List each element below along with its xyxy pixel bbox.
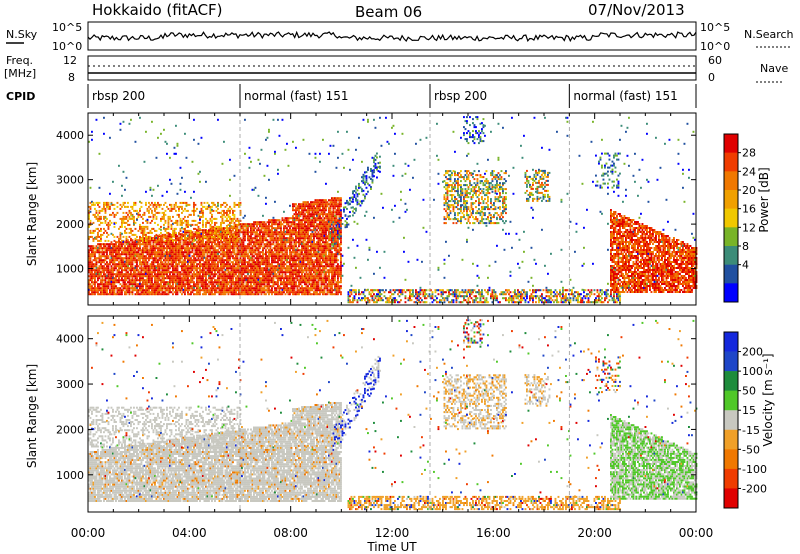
- colorbar-tick-label: 12: [742, 221, 756, 234]
- colorbar-swatch: [724, 134, 738, 153]
- colorbar-tick-label: -100: [742, 463, 767, 476]
- y-tick-label: 2000: [56, 218, 84, 231]
- cpid-segment-label: rbsp 200: [92, 89, 145, 103]
- colorbar-tick-label: 28: [742, 147, 756, 160]
- x-tick-label: 20:00: [577, 526, 612, 540]
- cpid-segment-label: rbsp 200: [434, 89, 487, 103]
- nsky-tick-high: 10^5: [52, 21, 82, 34]
- colorbar-swatch: [724, 190, 738, 209]
- colorbar-swatch: [724, 488, 738, 509]
- colorbar-swatch: [724, 152, 738, 172]
- y-tick-label: 4000: [56, 129, 84, 142]
- colorbar-tick-label: 8: [742, 240, 749, 253]
- y-tick-label: 3000: [56, 378, 84, 391]
- nave-tick-high: 60: [708, 54, 722, 67]
- freq-panel: Freq. [MHz] 12 8 60 0 Nave: [4, 54, 788, 84]
- colorbar-tick-label: 50: [742, 385, 756, 398]
- colorbar-tick-label: -15: [742, 424, 760, 437]
- x-tick-label: 00:00: [679, 526, 714, 540]
- station-title: Hokkaido (fitACF): [92, 1, 223, 19]
- colorbar-swatch: [724, 283, 738, 303]
- colorbar-tick-label: 15: [742, 404, 756, 417]
- colorbar-swatch: [724, 171, 738, 191]
- x-tick-label: 08:00: [273, 526, 308, 540]
- colorbar-swatch: [724, 227, 738, 247]
- colorbar-tick-label: -50: [742, 443, 760, 456]
- colorbar-swatch: [724, 208, 738, 228]
- velocity-colorbar-label: Velocity [m s⁻¹]: [761, 353, 775, 446]
- freq-tick-low: 8: [68, 71, 75, 84]
- y-tick-label: 3000: [56, 174, 84, 187]
- nave-label: Nave: [760, 62, 788, 75]
- x-tick-label: 00:00: [71, 526, 106, 540]
- date-title: 07/Nov/2013: [588, 1, 685, 19]
- velocity-colorbar: 200 100 50 15 -15 -50 -100 -200: [723, 331, 767, 509]
- x-tick-label: 16:00: [476, 526, 511, 540]
- cpid-segment-label: normal (fast) 151: [573, 89, 677, 103]
- nsky-trace: [87, 30, 697, 43]
- time-axis: 00:00 04:00 08:00 12:00 16:00 20:00 00:00: [71, 526, 714, 540]
- nsky-label: N.Sky: [6, 28, 38, 41]
- colorbar-swatch: [724, 351, 738, 372]
- echo-cells: [88, 319, 698, 511]
- cpid-segment-label: normal (fast) 151: [244, 89, 348, 103]
- nsky-tick-low: 10^0: [52, 40, 82, 53]
- y-tick-label: 1000: [56, 263, 84, 276]
- colorbar-tick-label: 100: [742, 365, 763, 378]
- power-colorbar: 28 24 20 16 12 8 4: [723, 133, 756, 303]
- echo-cells: [88, 116, 698, 304]
- velocity-panel: 1000 2000 3000 4000: [56, 315, 698, 513]
- y-tick-label: 1000: [56, 469, 84, 482]
- colorbar-swatch: [724, 390, 738, 411]
- colorbar-swatch: [724, 332, 738, 352]
- colorbar-swatch: [724, 468, 738, 489]
- colorbar-tick-label: 4: [742, 259, 749, 272]
- x-tick-label: 12:00: [375, 526, 410, 540]
- freq-tick-high: 12: [63, 54, 77, 67]
- power-panel: 1000 2000 3000 4000: [56, 112, 698, 306]
- colorbar-swatch: [724, 264, 738, 284]
- colorbar-swatch: [724, 449, 738, 470]
- x-tick-label: 04:00: [172, 526, 207, 540]
- colorbar-tick-label: 20: [742, 184, 756, 197]
- nsky-tick-high-right: 10^5: [700, 21, 730, 34]
- power-ylabel: Slant Range [km]: [25, 162, 39, 266]
- freq-label-2: [MHz]: [4, 67, 36, 80]
- velocity-ylabel: Slant Range [km]: [25, 364, 39, 468]
- colorbar-tick-label: 24: [742, 165, 756, 178]
- colorbar-tick-label: 16: [742, 203, 756, 216]
- y-tick-label: 4000: [56, 333, 84, 346]
- y-tick-label: 2000: [56, 423, 84, 436]
- colorbar-swatch: [724, 246, 738, 265]
- time-axis-label: Time UT: [366, 540, 417, 554]
- beam-title: Beam 06: [355, 3, 422, 21]
- colorbar-swatch: [724, 429, 738, 450]
- power-colorbar-label: Power [dB]: [757, 167, 771, 232]
- nsky-panel: N.Sky 10^5 10^0 10^5 10^0 N.Search: [6, 21, 794, 53]
- colorbar-swatch: [724, 371, 738, 391]
- cpid-panel: CPID rbsp 200 normal (fast) 151 rbsp 200 no…: [6, 84, 697, 108]
- nave-tick-low: 0: [708, 71, 715, 84]
- colorbar-tick-label: -200: [742, 482, 767, 495]
- nsky-tick-low-right: 10^0: [700, 40, 730, 53]
- colorbar-swatch: [724, 410, 738, 431]
- cpid-label: CPID: [6, 90, 35, 103]
- nsearch-label: N.Search: [744, 28, 794, 41]
- colorbar-tick-label: 200: [742, 346, 763, 359]
- freq-label-1: Freq.: [6, 54, 33, 67]
